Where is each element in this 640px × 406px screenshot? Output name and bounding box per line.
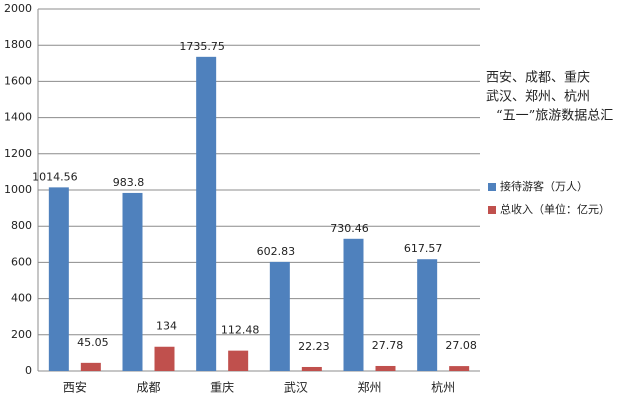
x-tick-label: 成都 [136, 381, 160, 395]
bar [417, 259, 438, 371]
bar [80, 362, 101, 371]
y-tick-label: 1200 [4, 147, 32, 160]
chart-title: 西安、成都、重庆 [486, 70, 590, 86]
x-tick-label: 郑州 [357, 380, 381, 395]
data-label: 112.48 [221, 324, 260, 337]
bar [375, 365, 396, 371]
data-label: 617.57 [404, 242, 443, 255]
bar [449, 366, 470, 371]
bar [269, 261, 290, 371]
data-label: 1735.75 [179, 40, 225, 53]
data-label: 983.8 [113, 176, 145, 189]
bar [48, 187, 69, 371]
legend-swatch [488, 206, 496, 214]
data-label: 27.78 [372, 339, 404, 352]
bar [196, 56, 217, 371]
data-label: 22.23 [298, 340, 330, 353]
bar [343, 238, 364, 371]
x-tick-label: 杭州 [431, 380, 455, 395]
y-tick-label: 2000 [4, 2, 32, 15]
y-tick-label: 1000 [4, 183, 32, 196]
bar [228, 350, 249, 371]
y-tick-label: 1600 [4, 74, 32, 87]
chart-title: “五一”旅游数据总汇 [496, 109, 613, 124]
data-label: 134 [156, 320, 177, 333]
legend-swatch [488, 183, 496, 191]
legend-label: 总收入（单位：亿元） [500, 202, 610, 216]
bar [301, 366, 322, 371]
data-label: 602.83 [257, 245, 296, 258]
data-label: 730.46 [330, 222, 369, 235]
data-label: 27.08 [445, 339, 477, 352]
x-tick-label: 重庆 [210, 381, 234, 395]
bar [154, 346, 175, 371]
legend-label: 接待游客（万人） [500, 179, 588, 193]
y-tick-label: 0 [25, 364, 32, 377]
y-tick-label: 200 [11, 328, 32, 341]
x-tick-label: 西安 [63, 380, 87, 395]
bar [122, 192, 143, 371]
x-tick-label: 武汉 [284, 381, 308, 395]
data-label: 1014.56 [32, 170, 78, 183]
chart-title: 武汉、郑州、杭州 [486, 90, 590, 105]
y-tick-label: 1400 [4, 111, 32, 124]
y-tick-label: 400 [11, 292, 32, 305]
y-tick-label: 600 [11, 255, 32, 268]
y-tick-label: 1800 [4, 38, 32, 51]
y-tick-label: 800 [11, 219, 32, 232]
data-label: 45.05 [77, 336, 109, 349]
